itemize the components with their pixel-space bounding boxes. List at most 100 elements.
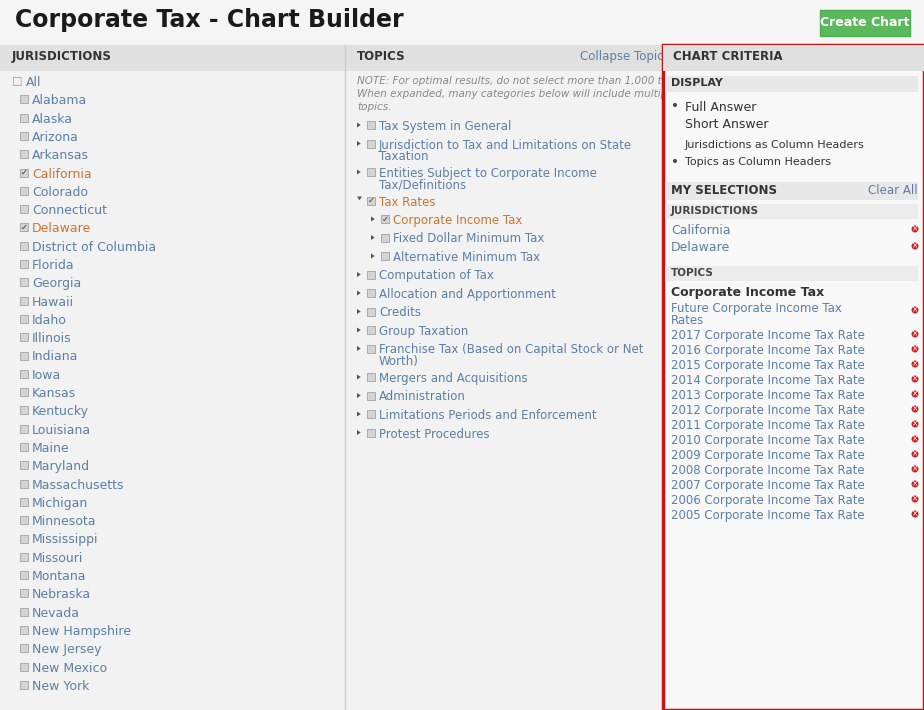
Text: Administration: Administration bbox=[379, 391, 466, 403]
Text: Alternative Minimum Tax: Alternative Minimum Tax bbox=[393, 251, 541, 264]
Text: Florida: Florida bbox=[32, 259, 75, 272]
Text: Limitations Periods and Enforcement: Limitations Periods and Enforcement bbox=[379, 409, 597, 422]
Bar bbox=[20, 479, 28, 488]
Text: All: All bbox=[26, 76, 42, 89]
Bar bbox=[20, 278, 28, 286]
Bar bbox=[20, 553, 28, 561]
Text: 2005 Corporate Income Tax Rate: 2005 Corporate Income Tax Rate bbox=[671, 509, 865, 522]
Bar bbox=[20, 662, 28, 671]
Circle shape bbox=[911, 346, 918, 352]
Bar bbox=[663, 45, 924, 71]
Text: Kentucky: Kentucky bbox=[32, 405, 89, 418]
Text: ×: × bbox=[912, 464, 918, 474]
Text: Illinois: Illinois bbox=[32, 332, 72, 345]
Text: ×: × bbox=[912, 344, 918, 354]
Text: 2011 Corporate Income Tax Rate: 2011 Corporate Income Tax Rate bbox=[671, 419, 865, 432]
Text: 2015 Corporate Income Tax Rate: 2015 Corporate Income Tax Rate bbox=[671, 359, 865, 372]
Text: Computation of Tax: Computation of Tax bbox=[379, 270, 493, 283]
Circle shape bbox=[911, 226, 918, 232]
Text: ×: × bbox=[912, 479, 918, 488]
Bar bbox=[381, 215, 389, 223]
Text: Clear All: Clear All bbox=[869, 184, 918, 197]
Text: Hawaii: Hawaii bbox=[32, 295, 74, 309]
Text: Franchise Tax (Based on Capital Stock or Net: Franchise Tax (Based on Capital Stock or… bbox=[379, 344, 643, 356]
Bar bbox=[367, 326, 375, 334]
Polygon shape bbox=[357, 430, 360, 435]
Bar bbox=[20, 462, 28, 469]
Text: Montana: Montana bbox=[32, 570, 87, 583]
Text: Corporate Tax - Chart Builder: Corporate Tax - Chart Builder bbox=[15, 8, 404, 32]
Bar bbox=[367, 410, 375, 418]
Text: Nebraska: Nebraska bbox=[32, 589, 91, 601]
Text: Taxation: Taxation bbox=[379, 151, 429, 163]
Circle shape bbox=[911, 391, 918, 398]
Bar bbox=[20, 351, 28, 359]
Text: Corporate Income Tax: Corporate Income Tax bbox=[393, 214, 522, 227]
Circle shape bbox=[671, 156, 679, 165]
Text: New York: New York bbox=[32, 680, 90, 693]
Bar bbox=[20, 388, 28, 396]
Circle shape bbox=[911, 243, 918, 249]
Text: Michigan: Michigan bbox=[32, 497, 89, 510]
Text: TOPICS: TOPICS bbox=[671, 268, 714, 278]
Text: DISPLAY: DISPLAY bbox=[671, 78, 723, 88]
Text: Indiana: Indiana bbox=[32, 351, 79, 364]
Circle shape bbox=[671, 101, 679, 109]
Text: 2017 Corporate Income Tax Rate: 2017 Corporate Income Tax Rate bbox=[671, 329, 865, 342]
Bar bbox=[20, 95, 28, 103]
Text: □: □ bbox=[12, 75, 22, 85]
Text: Topics as Column Headers: Topics as Column Headers bbox=[685, 157, 831, 167]
Bar bbox=[20, 132, 28, 140]
Text: ✓: ✓ bbox=[382, 214, 388, 224]
Bar bbox=[367, 307, 375, 315]
Circle shape bbox=[911, 451, 918, 457]
Text: Missouri: Missouri bbox=[32, 552, 83, 564]
Text: Group Taxation: Group Taxation bbox=[379, 325, 468, 338]
Text: ×: × bbox=[912, 449, 918, 459]
Bar bbox=[663, 45, 924, 710]
Text: New Jersey: New Jersey bbox=[32, 643, 102, 656]
Bar bbox=[20, 516, 28, 524]
Text: When expanded, many categories below will include multiple: When expanded, many categories below wil… bbox=[357, 89, 676, 99]
Text: Connecticut: Connecticut bbox=[32, 204, 107, 217]
Bar bbox=[0, 45, 924, 71]
Circle shape bbox=[671, 139, 679, 148]
Text: Nevada: Nevada bbox=[32, 607, 80, 620]
Text: Short Answer: Short Answer bbox=[685, 118, 769, 131]
Text: Massachusetts: Massachusetts bbox=[32, 479, 125, 491]
Text: Mississippi: Mississippi bbox=[32, 533, 99, 547]
Bar bbox=[20, 644, 28, 652]
Bar bbox=[367, 429, 375, 437]
Bar bbox=[20, 205, 28, 213]
Bar bbox=[20, 260, 28, 268]
Bar bbox=[381, 252, 389, 260]
Text: Fixed Dollar Minimum Tax: Fixed Dollar Minimum Tax bbox=[393, 232, 544, 246]
Bar bbox=[20, 241, 28, 250]
Bar bbox=[20, 626, 28, 634]
Text: Iowa: Iowa bbox=[32, 368, 61, 382]
Bar bbox=[20, 224, 28, 231]
Text: 2009 Corporate Income Tax Rate: 2009 Corporate Income Tax Rate bbox=[671, 449, 865, 462]
Text: ×: × bbox=[912, 494, 918, 503]
Bar bbox=[20, 168, 28, 177]
Polygon shape bbox=[357, 197, 362, 200]
Text: ✓: ✓ bbox=[20, 168, 28, 177]
Text: Maine: Maine bbox=[32, 442, 69, 455]
Bar bbox=[20, 443, 28, 451]
Bar bbox=[367, 271, 375, 278]
Text: ×: × bbox=[912, 420, 918, 429]
Text: ×: × bbox=[912, 435, 918, 444]
Bar bbox=[20, 681, 28, 689]
Circle shape bbox=[911, 376, 918, 383]
Text: 2016 Corporate Income Tax Rate: 2016 Corporate Income Tax Rate bbox=[671, 344, 865, 357]
Polygon shape bbox=[357, 374, 360, 380]
Bar bbox=[367, 197, 375, 204]
Text: ✓: ✓ bbox=[368, 196, 374, 205]
Text: Jurisdictions as Column Headers: Jurisdictions as Column Headers bbox=[685, 140, 865, 150]
Bar bbox=[20, 406, 28, 415]
Polygon shape bbox=[357, 309, 360, 314]
Circle shape bbox=[673, 103, 677, 107]
Bar bbox=[367, 391, 375, 400]
Polygon shape bbox=[357, 123, 360, 128]
Bar bbox=[20, 425, 28, 432]
